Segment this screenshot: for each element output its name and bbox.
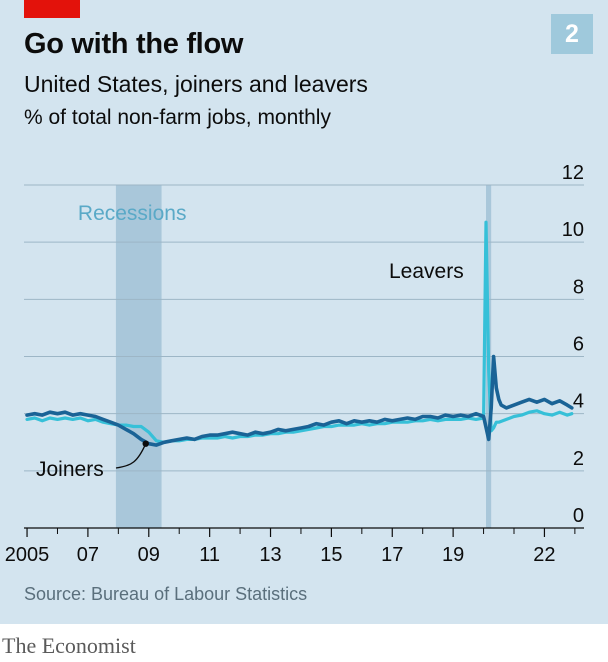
recessions-label: Recessions [78,202,187,225]
y-tick-label: 2 [573,448,584,470]
chart-subtitle: United States, joiners and leavers [24,71,368,97]
chart-card [0,0,608,624]
chart-number-badge: 2 [551,14,593,54]
joiners-leader-line [115,443,147,469]
x-tick-label: 13 [259,544,281,566]
y-tick-label: 10 [562,219,584,241]
series-lines [25,220,574,447]
x-tick-label: 11 [199,544,220,566]
y-axis-ticks: 0 2 4 6 8 10 12 [562,162,584,527]
x-tick-label: 07 [77,544,99,566]
x-tick-label: 22 [533,544,555,566]
joiners-label: Joiners [36,458,104,481]
chart-title: Go with the flow [24,28,244,60]
x-axis: 2005 07 09 11 13 15 17 19 22 [5,527,584,566]
series-line-leavers [25,220,574,444]
source-note: Source: Bureau of Labour Statistics [24,584,308,604]
annotations: Leavers Joiners [36,260,464,481]
x-tick-label: 09 [138,544,160,566]
chart-units-label: % of total non-farm jobs, monthly [24,106,331,129]
y-tick-label: 8 [573,276,584,298]
publisher-logo: The Economist [2,633,136,658]
x-tick-label: 2005 [5,544,50,566]
x-tick-label: 17 [381,544,403,566]
series-line-joiners [25,354,574,447]
y-tick-label: 6 [573,334,584,356]
y-tick-label: 12 [562,162,584,184]
brand-red-tab [24,0,80,18]
leavers-label: Leavers [389,260,464,283]
y-tick-label: 0 [573,505,584,527]
gridlines [24,184,584,472]
joiners-leader-dot [142,440,149,447]
x-tick-label: 19 [442,544,464,566]
x-tick-label: 15 [320,544,342,566]
y-tick-label: 4 [573,391,584,413]
